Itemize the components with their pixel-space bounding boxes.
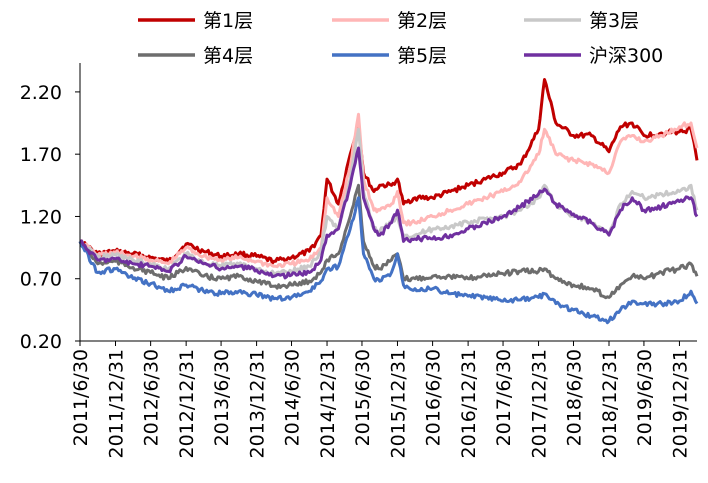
series-line-5	[78, 196, 699, 325]
x-tick-label: 2012/12/31	[176, 349, 198, 459]
x-tick-label: 2018/12/31	[599, 349, 621, 459]
x-tick-label: 2019/6/30	[634, 349, 656, 446]
legend-label: 第2层	[397, 10, 447, 32]
legend-entry: 第3层	[524, 10, 639, 32]
legend-entry: 沪深300	[524, 45, 663, 67]
legend-label: 第1层	[203, 10, 253, 32]
legend-label: 第3层	[589, 10, 639, 32]
x-axis: 2011/6/30 2011/12/31 2012/6/30 2012/12/31 20…	[70, 340, 697, 459]
series-line-3	[79, 127, 699, 276]
legend-entry: 第1层	[138, 10, 253, 32]
y-tick-label: 0.20	[20, 331, 62, 353]
x-tick-label: 2015/12/31	[388, 349, 410, 459]
legend-label: 第4层	[203, 45, 253, 67]
x-tick-label: 2017/12/31	[529, 349, 551, 459]
y-tick-label: 2.20	[20, 82, 62, 104]
x-tick-label: 2019/12/31	[669, 349, 691, 459]
x-tick-label: 2016/6/30	[423, 349, 445, 446]
x-tick-label: 2017/6/30	[493, 349, 515, 446]
y-axis: 2.20 1.70 1.20 0.70 0.20	[20, 63, 81, 353]
legend-entry: 第4层	[138, 45, 253, 67]
x-tick-label: 2012/6/30	[141, 349, 163, 446]
series-line-2	[79, 112, 699, 269]
y-tick-label: 1.70	[20, 144, 62, 166]
x-tick-label: 2011/12/31	[106, 349, 128, 459]
series-line-4	[78, 183, 699, 300]
x-tick-label: 2011/6/30	[70, 349, 92, 446]
x-tick-label: 2018/6/30	[564, 349, 586, 446]
x-tick-label: 2016/12/31	[458, 349, 480, 459]
y-tick-label: 0.70	[20, 269, 62, 291]
legend-label: 沪深300	[589, 45, 663, 67]
legend-label: 第5层	[397, 45, 447, 67]
legend-entry: 第2层	[332, 10, 447, 32]
x-tick-label: 2015/6/30	[352, 349, 374, 446]
x-tick-label: 2014/6/30	[282, 349, 304, 446]
series-line-1	[78, 78, 699, 265]
legend-entry: 第5层	[332, 45, 447, 67]
x-tick-label: 2014/12/31	[317, 349, 339, 459]
y-tick-label: 1.20	[20, 206, 62, 228]
x-tick-label: 2013/12/31	[247, 349, 269, 459]
x-tick-label: 2013/6/30	[211, 349, 233, 446]
series-line-6	[79, 146, 699, 280]
plot-area	[78, 78, 699, 325]
